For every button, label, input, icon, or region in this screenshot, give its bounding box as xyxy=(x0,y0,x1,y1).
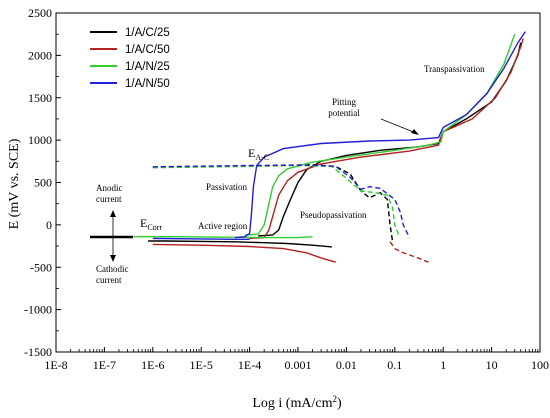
plot-area xyxy=(133,31,526,263)
cathodic-current-label-line2: current xyxy=(96,275,122,285)
pseudopassivation-label: Pseudopassivation xyxy=(300,210,367,220)
series-2-anodic-curve xyxy=(249,38,524,240)
y-tick-label: 1500 xyxy=(28,91,52,105)
y-tick-label: -1000 xyxy=(24,303,52,317)
legend-label: 1/A/N/25 xyxy=(125,61,170,73)
anodic-current-label-line1: Anodic xyxy=(96,183,123,193)
x-axis-title: Log i (mA/cm2) xyxy=(252,394,342,411)
series-2-dashed-curve xyxy=(389,241,429,263)
series-4-anodic-curve xyxy=(234,31,526,239)
e-ac-label: EA-C xyxy=(248,146,269,162)
x-tick-label: 1E-6 xyxy=(141,358,164,372)
y-tick-label: -500 xyxy=(30,260,52,274)
e-corr-main: E xyxy=(140,216,147,230)
series-4-cathodic-curve xyxy=(152,237,250,240)
cathodic-current-label-line1: Cathodic xyxy=(96,264,129,274)
y-tick-label: 0 xyxy=(46,218,52,232)
e-ac-sub: A-C xyxy=(255,153,269,162)
series-2 xyxy=(152,38,524,263)
x-tick-label: 1 xyxy=(440,358,446,372)
passivation-label: Passivation xyxy=(206,182,248,192)
axes: 1E-8 1E-7 1E-6 1E-5 1E-4 0.001 0.01 0.1 1 10 100 -1… xyxy=(24,6,549,372)
x-tick-label: 1E-7 xyxy=(93,358,116,372)
pitting-arrow xyxy=(380,118,417,134)
legend: 1/A/C/25 1/A/C/50 1/A/N/25 1/A/N/50 xyxy=(90,27,170,90)
x-tick-label: 0.01 xyxy=(336,358,357,372)
x-tick-label: 1E-8 xyxy=(44,358,67,372)
series-1-cathodic-curve xyxy=(148,240,332,248)
y-tick-label: 500 xyxy=(34,176,52,190)
x-tick-label: 100 xyxy=(531,358,549,372)
e-ac-main: E xyxy=(248,146,255,160)
series-2-cathodic-curve xyxy=(152,243,336,263)
anodic-current-label-line2: current xyxy=(96,194,122,204)
series-3-cathodic-curve xyxy=(133,236,313,239)
series-1-dashed-curve xyxy=(152,163,394,242)
transpassivation-label: Transpassivation xyxy=(424,64,485,74)
e-corr-sub: Corr xyxy=(147,223,162,232)
x-axis-title-main: Log i (mA/cm xyxy=(252,396,332,411)
series-4 xyxy=(152,31,526,240)
current-arrow-up-head xyxy=(110,210,116,217)
x-tick-label: 1E-5 xyxy=(190,358,213,372)
legend-label: 1/A/C/25 xyxy=(125,27,170,39)
x-tick-label: 10 xyxy=(486,358,498,372)
x-tick-label: 0.1 xyxy=(387,358,402,372)
pitting-label-line1: Pitting xyxy=(332,97,357,107)
active-region-label: Active region xyxy=(198,221,248,231)
series-3-dashed-curve xyxy=(152,164,400,236)
current-arrow-down-head xyxy=(110,255,116,262)
y-axis-title: E (mV vs. SCE) xyxy=(7,138,22,229)
series-4-dashed-curve xyxy=(152,164,411,238)
pitting-arrow-head xyxy=(411,129,419,135)
y-tick-label: -1500 xyxy=(24,345,52,359)
x-tick-label: 1E-4 xyxy=(238,358,261,372)
x-axis-title-close: ) xyxy=(337,396,342,411)
legend-label: 1/A/N/50 xyxy=(125,78,170,90)
e-corr-label: ECorr xyxy=(140,216,162,232)
y-tick-label: 2500 xyxy=(28,6,52,20)
legend-label: 1/A/C/50 xyxy=(125,44,170,56)
x-axis-title-exp: 2 xyxy=(332,394,337,404)
y-tick-label: 1000 xyxy=(28,133,52,147)
y-tick-label: 2000 xyxy=(28,48,52,62)
x-tick-label: 0.001 xyxy=(285,358,312,372)
pitting-label-line2: potential xyxy=(328,108,360,118)
